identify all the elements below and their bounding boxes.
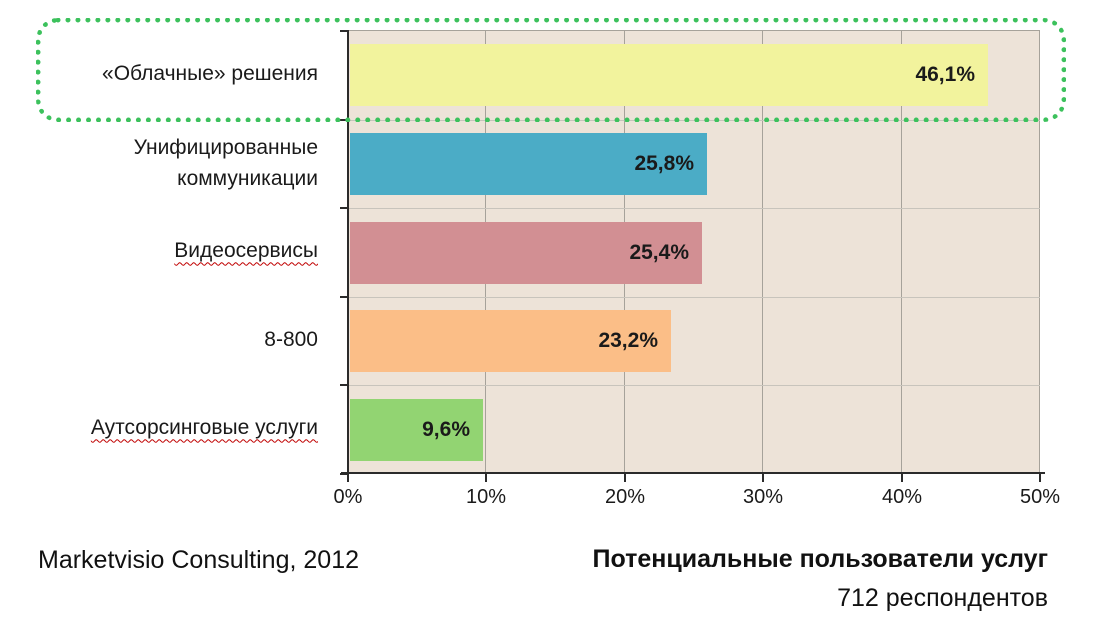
bar-value-label: 9,6% bbox=[422, 418, 470, 441]
gridline-vertical bbox=[901, 31, 902, 474]
value-axis-tick-label: 40% bbox=[881, 486, 923, 508]
plot-area: 46,1% 25,8% 25,4% 23,2% 9,6% bbox=[348, 30, 1040, 474]
category-axis-tick bbox=[340, 296, 348, 298]
bar: 9,6% bbox=[350, 399, 483, 461]
value-axis-tick bbox=[762, 474, 764, 482]
category-label: Видеосервисы bbox=[0, 207, 318, 296]
value-axis-tick-label: 10% bbox=[465, 486, 507, 508]
bar-value-label: 25,4% bbox=[629, 241, 689, 264]
category-axis-tick bbox=[340, 30, 348, 32]
value-axis-tick bbox=[485, 474, 487, 482]
value-axis-tick bbox=[624, 474, 626, 482]
gridline-vertical bbox=[1039, 31, 1040, 474]
gridline-vertical bbox=[762, 31, 763, 474]
category-axis-line bbox=[347, 30, 349, 474]
category-label-text: 8-800 bbox=[264, 328, 318, 352]
value-axis-tick bbox=[901, 474, 903, 482]
gridline-horizontal bbox=[348, 385, 1040, 386]
bar: 46,1% bbox=[350, 44, 988, 106]
category-label-text: Аутсорсинговые услуги bbox=[90, 416, 318, 440]
footer-note-title: Потенциальные пользователи услуг bbox=[592, 545, 1048, 573]
gridline-horizontal bbox=[348, 208, 1040, 209]
bar: 23,2% bbox=[350, 310, 671, 372]
value-axis-tick bbox=[1039, 474, 1041, 482]
category-axis-tick bbox=[340, 473, 348, 475]
footer-note-subtitle: 712 респондентов bbox=[837, 584, 1048, 612]
category-label: Аутсорсинговые услуги bbox=[0, 384, 318, 473]
value-axis-tick-label: 20% bbox=[604, 486, 646, 508]
category-label-text: «Облачные» решения bbox=[102, 62, 318, 86]
value-axis-line bbox=[341, 472, 1045, 474]
category-axis-tick bbox=[340, 119, 348, 121]
category-label-text: Унифицированные коммуникации bbox=[133, 136, 318, 190]
category-label: 8-800 bbox=[0, 296, 318, 385]
gridline-horizontal bbox=[348, 297, 1040, 298]
source-credit: Marketvisio Consulting, 2012 bbox=[38, 546, 359, 574]
category-label: Унифицированные коммуникации bbox=[0, 119, 318, 208]
bar: 25,4% bbox=[350, 222, 702, 284]
category-axis-tick bbox=[340, 384, 348, 386]
bar-value-label: 23,2% bbox=[598, 329, 658, 352]
bar-value-label: 46,1% bbox=[915, 63, 975, 86]
bar: 25,8% bbox=[350, 133, 707, 195]
category-label-text: Видеосервисы bbox=[174, 239, 318, 263]
category-axis-tick bbox=[340, 207, 348, 209]
value-axis-tick-label: 50% bbox=[1019, 486, 1061, 508]
value-axis-tick bbox=[347, 474, 349, 482]
value-axis-tick-label: 30% bbox=[742, 486, 784, 508]
gridline-horizontal bbox=[348, 120, 1040, 121]
category-label: «Облачные» решения bbox=[0, 30, 318, 119]
value-axis-tick-label: 0% bbox=[333, 486, 363, 508]
bar-value-label: 25,8% bbox=[634, 152, 694, 175]
